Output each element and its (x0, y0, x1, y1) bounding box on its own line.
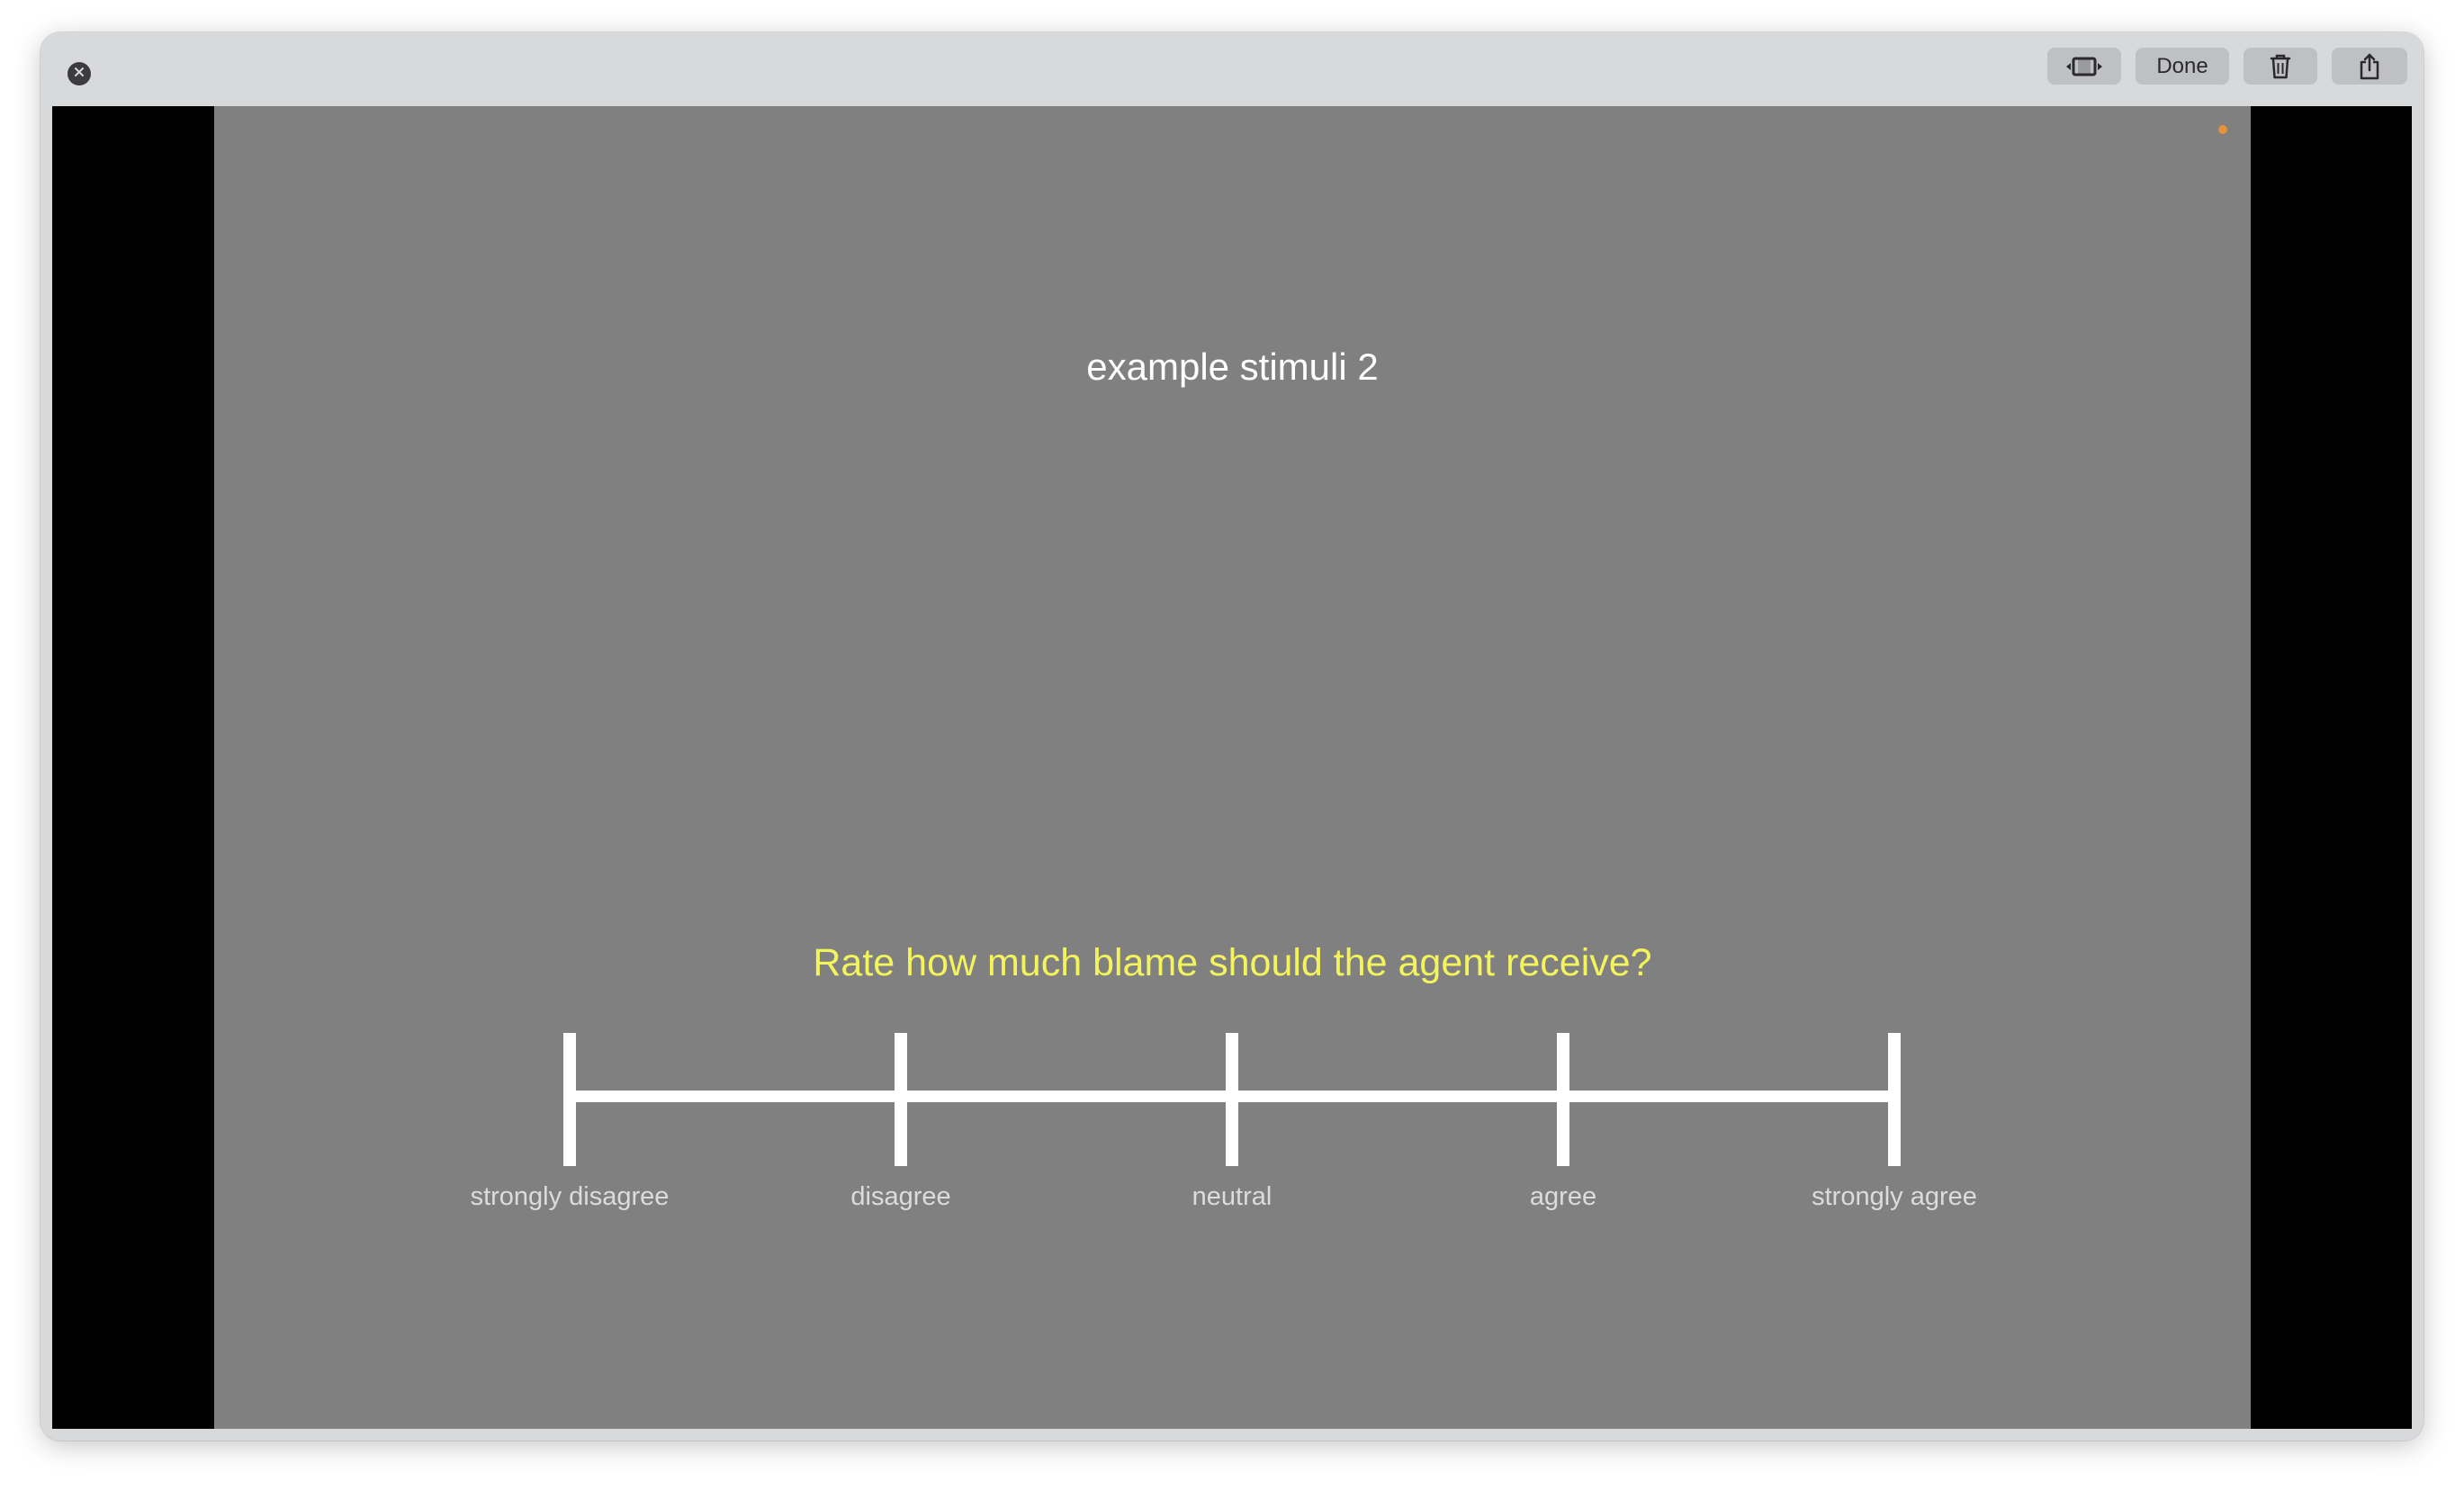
title-bar: Done (40, 32, 2424, 106)
close-icon (74, 66, 85, 82)
scale-label-strongly-disagree[interactable]: strongly disagree (470, 1182, 670, 1211)
share-icon (2359, 53, 2380, 80)
done-button-label: Done (2156, 53, 2208, 78)
trash-icon (2270, 54, 2291, 79)
stimulus-slide: example stimuli 2 Rate how much blame sh… (214, 106, 2251, 1429)
scale-tick-strongly-disagree[interactable] (563, 1033, 576, 1166)
recording-indicator (2218, 125, 2227, 134)
delete-button[interactable] (2244, 48, 2317, 85)
toolbar: Done (2047, 48, 2407, 85)
scale-tick-agree[interactable] (1557, 1033, 1569, 1166)
close-button[interactable] (67, 62, 91, 85)
scale-label-agree[interactable]: agree (1529, 1182, 1597, 1211)
quick-look-window: Done (40, 32, 2424, 1441)
scale-label-disagree[interactable]: disagree (850, 1182, 951, 1211)
share-button[interactable] (2332, 48, 2407, 85)
scale-tick-disagree[interactable] (895, 1033, 907, 1166)
rating-question: Rate how much blame should the agent rec… (813, 941, 1652, 984)
scale-tick-neutral[interactable] (1226, 1033, 1238, 1166)
scale-label-neutral[interactable]: neutral (1192, 1182, 1272, 1211)
scale-label-strongly-agree[interactable]: strongly agree (1812, 1182, 1977, 1211)
trim-button[interactable] (2047, 48, 2121, 85)
trim-icon (2064, 56, 2104, 77)
scale-tick-strongly-agree[interactable] (1888, 1033, 1901, 1166)
rating-scale: strongly disagree disagree neutral agree… (214, 106, 2251, 1429)
stimulus-title: example stimuli 2 (1086, 346, 1379, 388)
video-viewer[interactable]: example stimuli 2 Rate how much blame sh… (52, 106, 2412, 1429)
done-button[interactable]: Done (2136, 48, 2229, 85)
